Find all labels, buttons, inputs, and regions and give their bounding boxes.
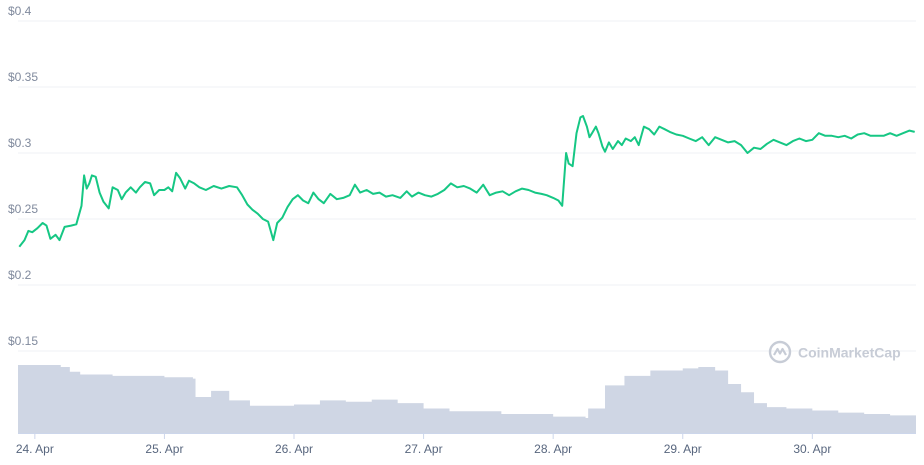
price-line-group [18, 115, 915, 248]
volume-area [18, 365, 916, 433]
y-tick-label: $0.2 [8, 268, 32, 282]
watermark-text: CoinMarketCap [798, 345, 901, 361]
coinmarketcap-logo-icon [768, 340, 792, 364]
x-tick-label: 27. Apr [405, 442, 443, 456]
x-tick-label: 26. Apr [275, 442, 313, 456]
y-tick-label: $0.4 [8, 4, 32, 18]
y-tick-label: $0.3 [8, 136, 32, 150]
coinmarketcap-watermark: CoinMarketCap [768, 340, 901, 364]
x-axis: 24. Apr 25. Apr 26. Apr 27. Apr 28. Apr 29. A… [16, 433, 916, 456]
y-tick-label: $0.25 [8, 202, 38, 216]
y-axis: $0.4 $0.35 $0.3 $0.25 $0.2 $0.15 [8, 4, 38, 348]
y-tick-label: $0.35 [8, 70, 38, 84]
volume-area-group [18, 365, 916, 433]
x-tick-label: 24. Apr [16, 442, 54, 456]
grid-lines [18, 20, 916, 352]
x-tick-label: 28. Apr [534, 442, 572, 456]
x-tick-label: 29. Apr [664, 442, 702, 456]
price-line [18, 115, 915, 248]
x-tick-label: 25. Apr [145, 442, 183, 456]
x-tick-label: 30. Apr [793, 442, 831, 456]
y-tick-label: $0.15 [8, 334, 38, 348]
